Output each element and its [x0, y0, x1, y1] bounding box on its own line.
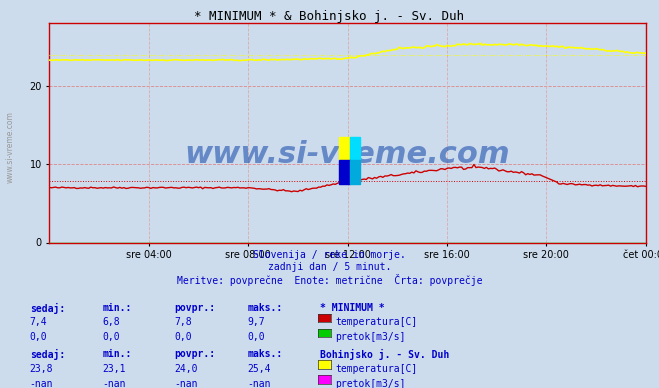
Text: sedaj:: sedaj: — [30, 303, 65, 314]
Text: * MINIMUM * & Bohinjsko j. - Sv. Duh: * MINIMUM * & Bohinjsko j. - Sv. Duh — [194, 10, 465, 23]
Text: -nan: -nan — [175, 379, 198, 388]
Text: min.:: min.: — [102, 349, 132, 359]
Text: * MINIMUM *: * MINIMUM * — [320, 303, 384, 313]
Bar — [350, 137, 360, 160]
Text: 0,0: 0,0 — [102, 332, 120, 342]
Text: maks.:: maks.: — [247, 349, 282, 359]
Text: sedaj:: sedaj: — [30, 349, 65, 360]
Text: maks.:: maks.: — [247, 303, 282, 313]
Text: pretok[m3/s]: pretok[m3/s] — [335, 379, 406, 388]
Text: 7,8: 7,8 — [175, 317, 192, 327]
Text: -nan: -nan — [247, 379, 271, 388]
Text: 6,8: 6,8 — [102, 317, 120, 327]
Text: www.si-vreme.com: www.si-vreme.com — [5, 111, 14, 184]
Text: pretok[m3/s]: pretok[m3/s] — [335, 332, 406, 342]
Text: 23,1: 23,1 — [102, 364, 126, 374]
Text: min.:: min.: — [102, 303, 132, 313]
Text: -nan: -nan — [102, 379, 126, 388]
Text: Slovenija / reke in morje.: Slovenija / reke in morje. — [253, 250, 406, 260]
Bar — [339, 137, 350, 160]
Text: Bohinjsko j. - Sv. Duh: Bohinjsko j. - Sv. Duh — [320, 349, 449, 360]
Text: www.si-vreme.com: www.si-vreme.com — [185, 140, 511, 169]
Text: 0,0: 0,0 — [30, 332, 47, 342]
Text: temperatura[C]: temperatura[C] — [335, 317, 418, 327]
Text: 9,7: 9,7 — [247, 317, 265, 327]
Text: 0,0: 0,0 — [175, 332, 192, 342]
Text: Meritve: povprečne  Enote: metrične  Črta: povprečje: Meritve: povprečne Enote: metrične Črta:… — [177, 274, 482, 286]
Text: zadnji dan / 5 minut.: zadnji dan / 5 minut. — [268, 262, 391, 272]
Text: 25,4: 25,4 — [247, 364, 271, 374]
Text: 7,4: 7,4 — [30, 317, 47, 327]
Text: povpr.:: povpr.: — [175, 349, 215, 359]
Text: povpr.:: povpr.: — [175, 303, 215, 313]
Text: 23,8: 23,8 — [30, 364, 53, 374]
Bar — [350, 160, 360, 184]
Bar — [339, 160, 350, 184]
Text: temperatura[C]: temperatura[C] — [335, 364, 418, 374]
Text: -nan: -nan — [30, 379, 53, 388]
Text: 0,0: 0,0 — [247, 332, 265, 342]
Text: 24,0: 24,0 — [175, 364, 198, 374]
